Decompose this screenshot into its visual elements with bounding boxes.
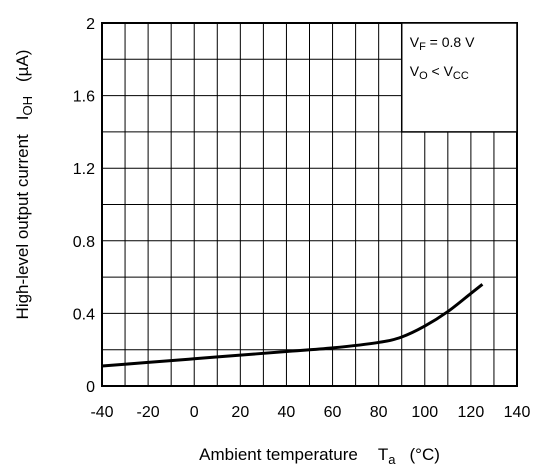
legend-frame (400, 22, 518, 133)
legend-condition-vf: VF = 0.8 V (410, 34, 475, 53)
y-axis-label: High-level output currentIOH(µA) (13, 50, 35, 320)
x-tick-label: 120 (458, 404, 485, 421)
legend-box: VF = 0.8 V VO < VCC (400, 22, 518, 133)
series-layer (101, 283, 484, 368)
y-tick-label: 0 (86, 379, 95, 396)
x-tick-label: 60 (324, 404, 342, 421)
y-tick-labels: 0 0.4 0.8 1.2 1.6 2 (73, 16, 95, 396)
x-tick-label: 140 (504, 404, 531, 421)
y-tick-label: 1.2 (73, 161, 95, 178)
x-axis-label: Ambient temperature Ta (°C) (199, 445, 440, 467)
x-tick-label: 40 (278, 404, 296, 421)
x-tick-label: -40 (90, 404, 113, 421)
x-tick-labels: -40 -20 0 20 40 60 80 100 120 140 (90, 404, 530, 421)
x-tick-label: -20 (137, 404, 160, 421)
y-tick-label: 1.6 (73, 89, 95, 106)
x-tick-label: 100 (411, 404, 438, 421)
y-tick-label: 2 (86, 16, 95, 33)
series-line-0 (101, 283, 484, 368)
y-tick-label: 0.8 (73, 234, 95, 251)
y-tick-label: 0.4 (73, 306, 95, 323)
x-tick-label: 80 (370, 404, 388, 421)
x-tick-label: 0 (190, 404, 199, 421)
plot-frame (101, 22, 518, 387)
x-tick-label: 20 (231, 404, 249, 421)
legend-condition-vo: VO < VCC (410, 63, 469, 82)
